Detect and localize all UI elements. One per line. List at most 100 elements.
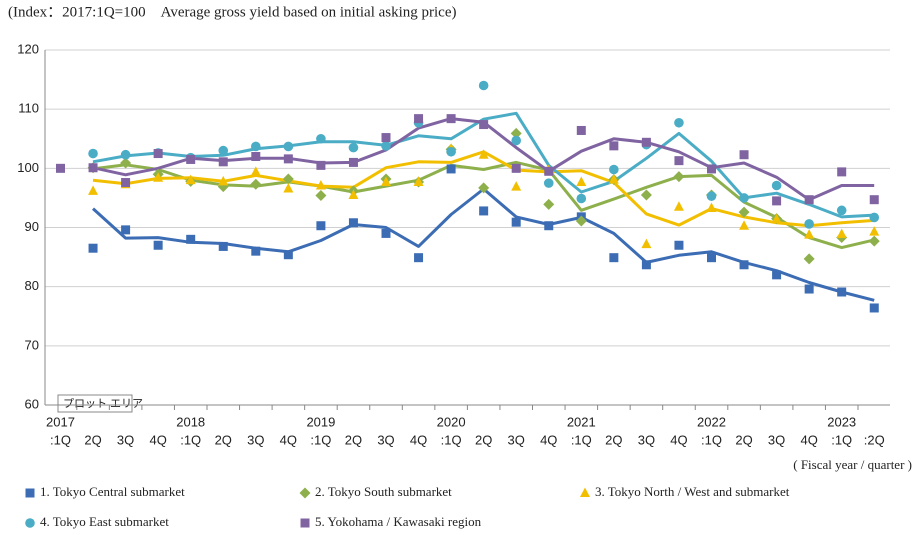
- data-point: [543, 198, 555, 210]
- data-point: [641, 137, 651, 147]
- data-point: [674, 240, 684, 250]
- data-point: [739, 260, 749, 270]
- data-point: [608, 174, 619, 184]
- data-point: [348, 142, 359, 153]
- data-point: [315, 179, 326, 190]
- data-point: [153, 172, 164, 182]
- x-tick-label: 2Q: [605, 432, 622, 447]
- x-tick-label: 4Q: [670, 432, 687, 447]
- data-point: [250, 178, 262, 190]
- data-point: [868, 235, 880, 247]
- x-tick-label: 2Q: [84, 432, 101, 447]
- legend-marker: [25, 518, 35, 528]
- data-point: [88, 163, 98, 173]
- data-point: [153, 149, 163, 159]
- year-label: 2018: [176, 414, 205, 429]
- data-point: [674, 156, 684, 166]
- year-label: 2023: [827, 414, 856, 429]
- data-point: [251, 246, 261, 256]
- data-point: [511, 217, 521, 227]
- data-point: [641, 260, 651, 270]
- legend-marker: [300, 518, 310, 528]
- x-tick-label: 3Q: [638, 432, 655, 447]
- year-label: 2019: [306, 414, 335, 429]
- data-point: [186, 234, 196, 244]
- data-point: [88, 148, 98, 159]
- x-tick-label: :2Q: [864, 432, 885, 447]
- legend-label: 3. Tokyo North / West and submarket: [595, 484, 790, 499]
- data-point: [869, 303, 879, 313]
- data-point: [673, 201, 684, 211]
- x-tick-label: 3Q: [117, 432, 134, 447]
- data-point: [576, 125, 586, 135]
- x-tick-label: 4Q: [149, 432, 166, 447]
- y-tick-label: 60: [25, 396, 39, 411]
- data-point: [609, 253, 619, 263]
- data-point: [381, 141, 391, 151]
- x-tick-label: :1Q: [50, 432, 71, 447]
- data-point: [446, 114, 456, 124]
- legend-label: 4. Tokyo East submarket: [40, 514, 169, 529]
- data-point: [510, 127, 522, 139]
- x-tick-label: :1Q: [441, 432, 462, 447]
- data-point: [413, 176, 424, 186]
- data-point: [836, 205, 847, 216]
- data-point: [576, 176, 587, 186]
- data-point: [739, 193, 749, 203]
- x-tick-label: 3Q: [247, 432, 264, 447]
- data-point: [869, 226, 880, 236]
- data-point: [544, 166, 554, 176]
- data-point: [88, 243, 98, 253]
- legend-marker: [25, 488, 35, 498]
- data-point: [804, 195, 814, 205]
- data-point: [282, 173, 294, 185]
- tooltip: プロット エリア: [63, 397, 143, 410]
- data-point: [511, 181, 522, 191]
- data-point: [120, 149, 131, 160]
- data-point: [771, 180, 782, 191]
- trend-line: [91, 187, 875, 302]
- data-point: [251, 152, 261, 161]
- data-point: [576, 193, 587, 204]
- data-point: [804, 229, 815, 239]
- data-point: [186, 154, 196, 164]
- y-tick-label: 90: [25, 219, 39, 234]
- data-point: [478, 182, 490, 194]
- y-tick-label: 110: [18, 101, 39, 116]
- y-tick-label: 120: [17, 41, 39, 56]
- x-tick-label: :1Q: [180, 432, 201, 447]
- data-point: [641, 238, 652, 249]
- legend-marker: [580, 487, 590, 497]
- data-point: [283, 154, 293, 164]
- data-point: [446, 146, 456, 157]
- data-point: [315, 190, 327, 202]
- data-point: [121, 225, 131, 235]
- data-point: [381, 133, 391, 143]
- year-label: 2021: [567, 414, 596, 429]
- x-tick-label: :1Q: [701, 432, 722, 447]
- data-point: [153, 240, 163, 250]
- data-point: [251, 141, 261, 152]
- data-point: [772, 270, 782, 280]
- legend-marker: [299, 487, 311, 499]
- year-label: 2022: [697, 414, 726, 429]
- data-point: [381, 176, 391, 186]
- data-point: [381, 228, 391, 238]
- x-tick-label: 3Q: [768, 432, 785, 447]
- y-tick-label: 70: [25, 337, 39, 352]
- data-point: [250, 166, 261, 176]
- data-point: [283, 141, 294, 152]
- x-tick-label: 4Q: [800, 432, 817, 447]
- data-point: [544, 221, 554, 231]
- data-point: [673, 171, 685, 183]
- data-point: [316, 221, 326, 231]
- data-point: [348, 189, 359, 199]
- x-tick-label: 2Q: [735, 432, 752, 447]
- data-point: [414, 253, 424, 263]
- data-point: [609, 141, 619, 151]
- data-point: [739, 150, 749, 160]
- x-tick-label: 2Q: [475, 432, 492, 447]
- data-point: [414, 114, 424, 124]
- x-tick-label: :1Q: [571, 432, 592, 447]
